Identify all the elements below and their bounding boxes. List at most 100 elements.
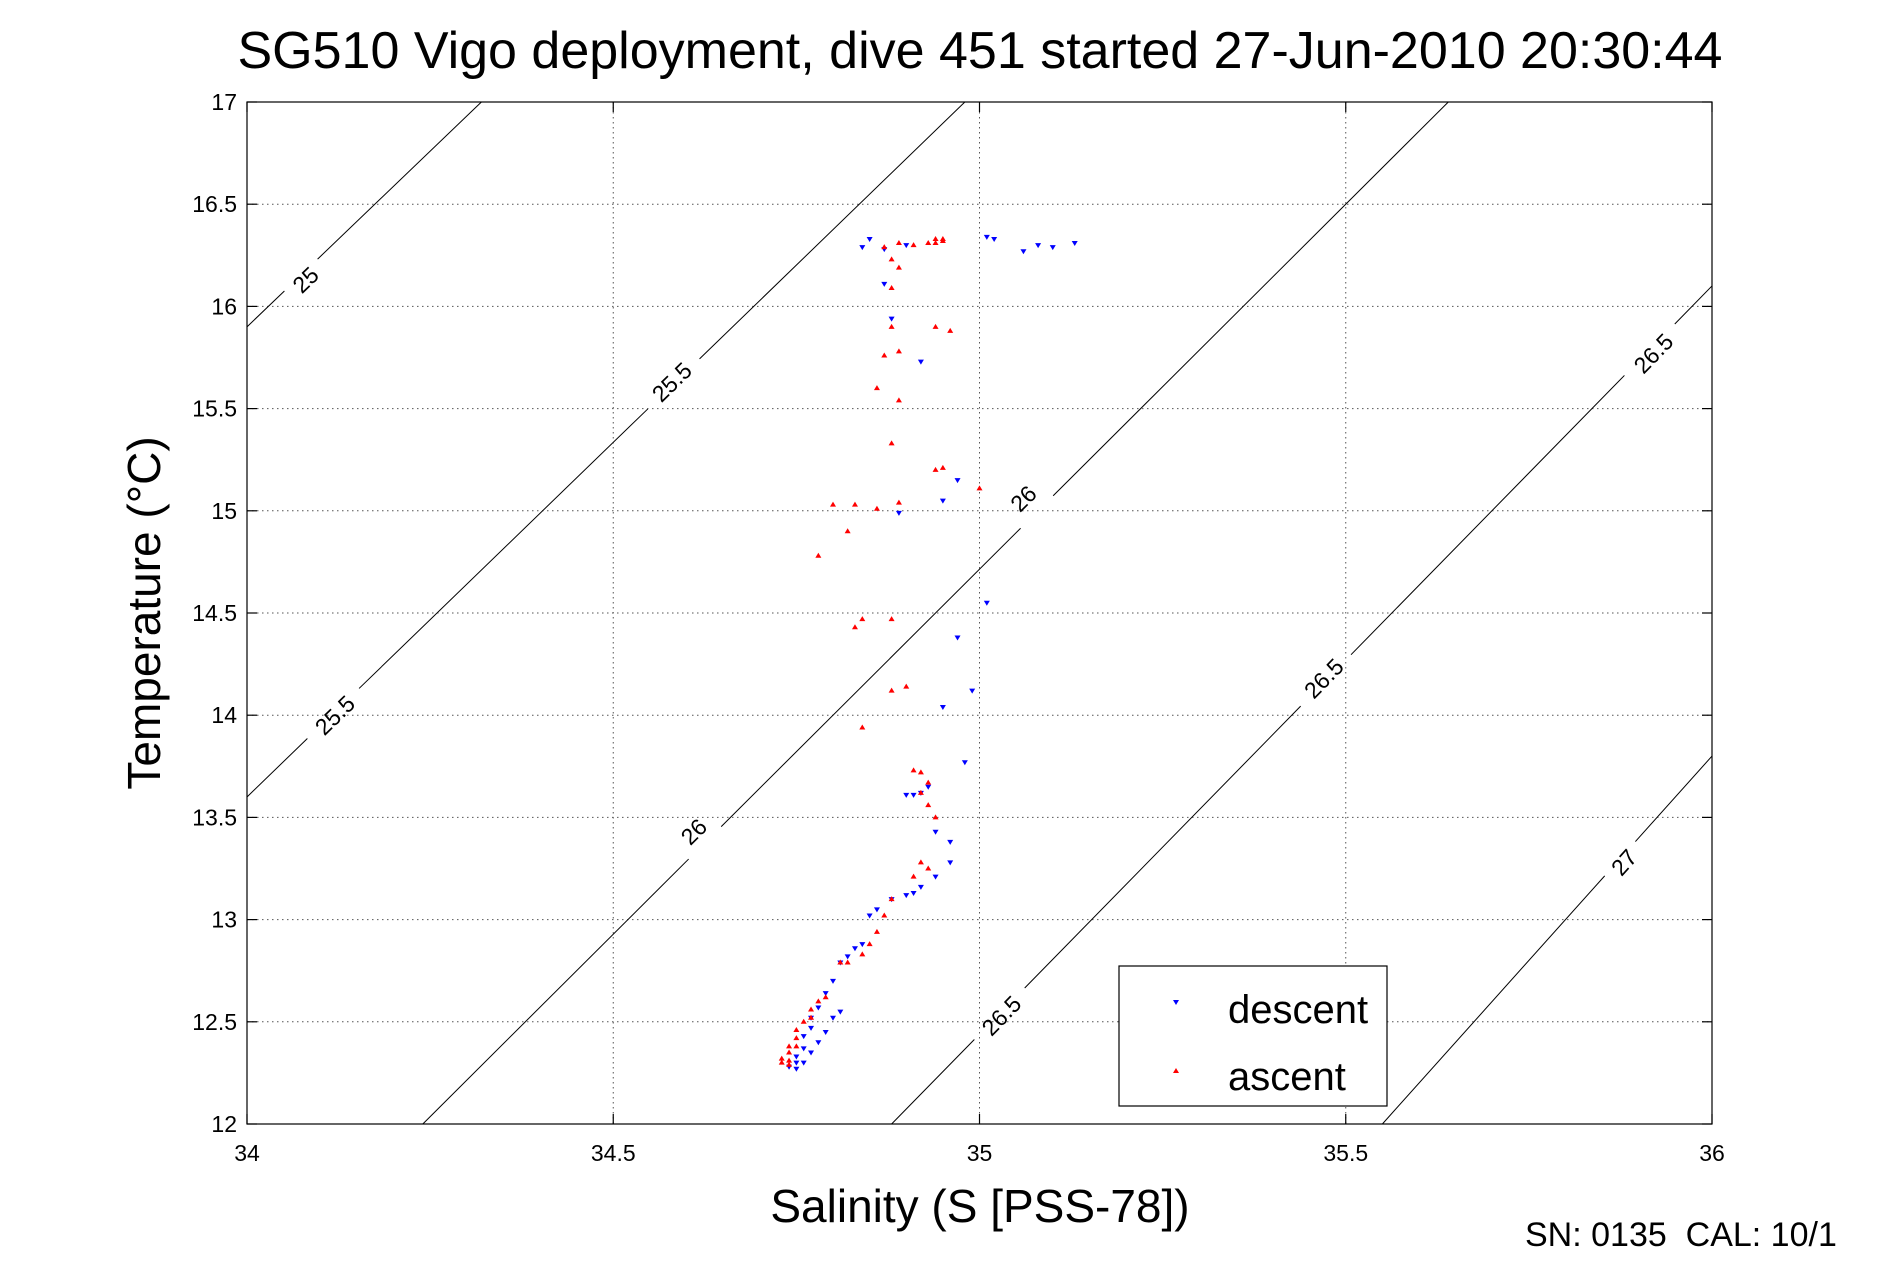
ascent-point [888, 616, 895, 622]
descent-point [793, 1054, 800, 1060]
contour-line [1674, 285, 1713, 325]
ascent-point [815, 998, 822, 1004]
ascent-point [932, 466, 939, 472]
ascent-point [888, 896, 895, 902]
descent-point [1035, 243, 1042, 249]
y-tick-label: 13.5 [192, 804, 237, 830]
contour-line [699, 101, 966, 360]
descent-point [903, 792, 910, 798]
ascent-point [888, 440, 895, 446]
ascent-point [822, 994, 829, 1000]
ascent-point [808, 1014, 815, 1020]
ascent-point [925, 240, 932, 246]
ascent-point [881, 352, 888, 358]
ascent-point [866, 941, 873, 947]
descent-point [1049, 245, 1056, 251]
descent-point [939, 498, 946, 504]
ascent-point [932, 235, 939, 241]
ascent-point [910, 873, 917, 879]
legend-box [1118, 965, 1388, 1107]
x-tick-label: 35 [967, 1140, 993, 1166]
y-tick-label: 16 [211, 293, 237, 319]
descent-point [932, 874, 939, 880]
x-tick-label: 36 [1699, 1140, 1725, 1166]
descent-point [1071, 241, 1078, 247]
legend: descent ascent [1118, 965, 1388, 1107]
descent-point [830, 1015, 836, 1021]
descent-point [873, 907, 880, 913]
ascent-point [859, 724, 866, 730]
descent-point [983, 600, 990, 606]
ascent-point [925, 802, 932, 808]
contour-line [1024, 705, 1302, 989]
descent-point [947, 839, 954, 845]
legend-ascent-label: ascent [1228, 1055, 1346, 1099]
descent-point [837, 1009, 844, 1015]
x-tick-label: 34.5 [591, 1140, 636, 1166]
ascent-point [895, 499, 902, 505]
y-tick-label: 14.5 [192, 600, 237, 626]
y-tick-label: 17 [211, 89, 237, 115]
ascent-point [895, 264, 902, 270]
ascent-point [903, 683, 910, 689]
contour-line [246, 738, 308, 798]
contour-line [720, 527, 1021, 827]
ascent-point [786, 1061, 793, 1067]
ascent-point [939, 235, 946, 241]
ascent-point [888, 323, 895, 329]
descent-point [851, 946, 858, 952]
ascent-point [910, 767, 917, 773]
ascent-point [932, 240, 939, 246]
descent-point [881, 281, 888, 287]
footer-serial-cal: SN: 0135 CAL: 10/1 [1525, 1216, 1837, 1254]
descent-point [939, 705, 946, 711]
ascent-point [778, 1059, 785, 1065]
descent-point [866, 913, 873, 919]
ascent-point [888, 285, 895, 291]
y-tick-label: 15 [211, 498, 237, 524]
descent-point [910, 792, 917, 798]
descent-point [800, 1034, 807, 1040]
ascent-point [815, 552, 822, 558]
descent-point [991, 236, 998, 242]
descent-point [954, 635, 961, 641]
ascent-point [873, 928, 880, 934]
ascent-point [873, 385, 880, 391]
legend-descent-label: descent [1228, 988, 1368, 1032]
descent-point [808, 1050, 815, 1056]
descent-point [961, 760, 968, 766]
contour-line [422, 858, 689, 1125]
ascent-point [888, 256, 895, 262]
ascent-point [917, 769, 924, 775]
ascent-point [851, 624, 858, 630]
descent-point [954, 478, 961, 484]
descent-point [925, 784, 932, 790]
y-axis-label: Temperature (°C) [118, 436, 170, 789]
descent-point [793, 1066, 800, 1072]
ascent-point [786, 1043, 793, 1049]
descent-point [932, 829, 939, 835]
ascent-point [837, 959, 844, 965]
ascent-point [844, 959, 851, 965]
legend-ascent-marker [1173, 1068, 1179, 1073]
descent-point [910, 891, 917, 897]
contour-line [1635, 755, 1713, 842]
ascent-point [786, 1049, 793, 1055]
ascent-point [800, 1018, 807, 1024]
ascent-point [895, 240, 902, 246]
x-tick-label: 34 [234, 1140, 260, 1166]
ascent-point [786, 1057, 793, 1063]
ascent-point [939, 464, 946, 470]
ascent-point [932, 814, 939, 820]
ascent-point [851, 501, 858, 507]
contour-line [891, 1039, 975, 1125]
y-tick-label: 15.5 [192, 396, 237, 422]
descent-point [822, 991, 829, 997]
ascent-point [859, 616, 866, 622]
ascent-point [925, 865, 932, 871]
descent-point [903, 893, 910, 899]
descent-point [888, 316, 895, 322]
ascent-point [778, 1055, 785, 1061]
ascent-point [895, 397, 902, 403]
descent-point [815, 1005, 822, 1011]
